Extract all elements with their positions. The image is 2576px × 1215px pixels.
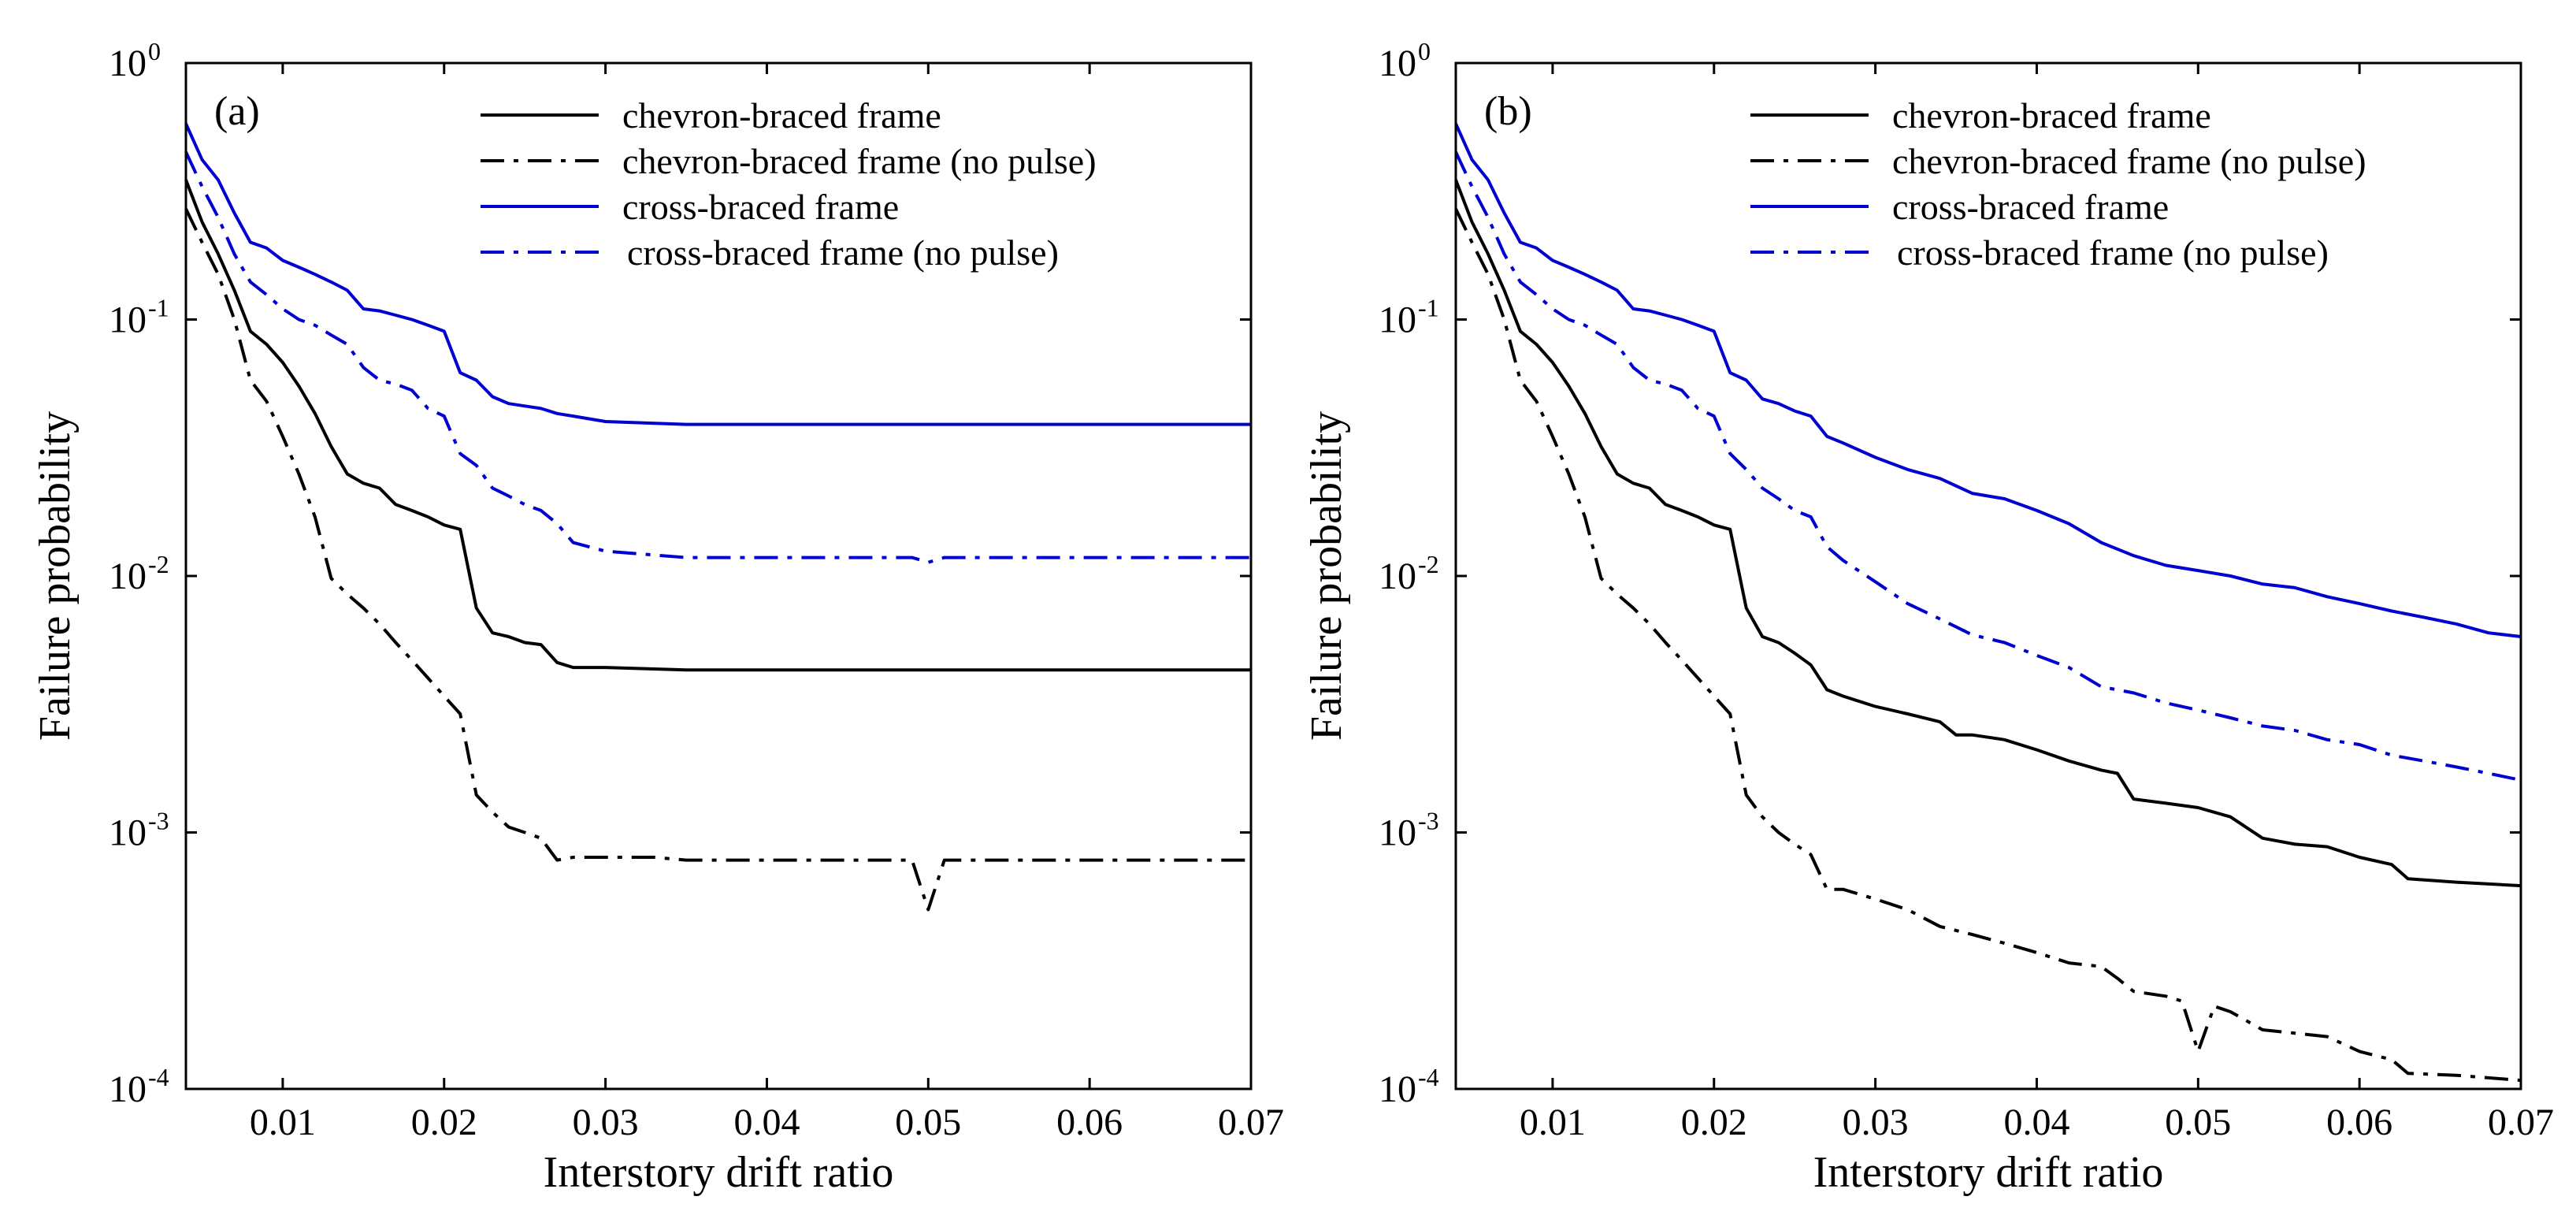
- legend-label-cross: cross-braced frame: [1892, 187, 2169, 227]
- y-tick-label: 10: [109, 43, 147, 84]
- legend-label-chevron-no-pulse: chevron-braced frame (no pulse): [622, 141, 1097, 181]
- legend-entry: chevron-braced frame: [481, 95, 941, 136]
- x-tick-label: 0.01: [250, 1102, 316, 1143]
- panel-a: 0.01 0.02 0.03 0.04 0.05 0.06 0.0710-410-310-2…: [31, 37, 1284, 1197]
- legend-label-cross: cross-braced frame: [622, 187, 899, 227]
- y-tick-exponent: -1: [148, 294, 169, 322]
- panel-label-b: (b): [1484, 89, 1532, 134]
- x-tick-label: 0.03: [573, 1102, 639, 1143]
- y-tick-exponent: 0: [1418, 37, 1431, 65]
- legend-entry: cross-braced frame (no pulse): [481, 232, 1059, 273]
- legend-label-cross-no-pulse: cross-braced frame (no pulse): [1897, 232, 2329, 273]
- y-tick-exponent: -4: [1418, 1063, 1439, 1091]
- x-tick-label: 0.05: [2165, 1102, 2231, 1143]
- legend-label-chevron: chevron-braced frame: [1892, 95, 2211, 136]
- series-line-3: [1454, 151, 2522, 782]
- legend-entry: cross-braced frame: [481, 187, 899, 227]
- x-tick-label: 0.04: [733, 1102, 800, 1143]
- series-line-1: [184, 208, 1251, 912]
- series-line-0: [184, 179, 1251, 672]
- y-tick-label: 10: [1379, 1068, 1416, 1110]
- x-axis-title-a: Interstory drift ratio: [544, 1148, 894, 1197]
- ticks-layer-a: 0.01 0.02 0.03 0.04 0.05 0.06 0.0710-410-310-2…: [109, 37, 1284, 1143]
- panel-label-a: (a): [214, 89, 260, 134]
- legend-entry: chevron-braced frame (no pulse): [481, 141, 1097, 181]
- y-axis-title-a: Failure probability: [31, 411, 80, 741]
- x-tick-label: 0.06: [1056, 1102, 1123, 1143]
- y-tick-exponent: 0: [148, 37, 161, 65]
- series-layer-b: [1454, 123, 2522, 1083]
- legend-label-chevron-no-pulse: chevron-braced frame (no pulse): [1892, 141, 2366, 181]
- y-tick-exponent: -2: [1418, 550, 1439, 578]
- legend-label-cross-no-pulse: cross-braced frame (no pulse): [627, 232, 1059, 273]
- y-tick-label: 10: [1379, 299, 1416, 341]
- x-tick-label: 0.02: [1681, 1102, 1747, 1143]
- legend-entry: cross-braced frame (no pulse): [1750, 232, 2329, 273]
- series-line-1: [1454, 208, 2522, 1083]
- plot-area-b: [1456, 63, 2521, 1089]
- y-tick-exponent: -4: [148, 1063, 169, 1091]
- series-layer-a: [184, 123, 1251, 912]
- x-tick-label: 0.06: [2326, 1102, 2392, 1143]
- series-line-2: [1454, 123, 2522, 638]
- y-tick-exponent: -1: [1418, 294, 1439, 322]
- x-axis-title-b: Interstory drift ratio: [1813, 1148, 2164, 1197]
- y-tick-exponent: -3: [1418, 807, 1439, 835]
- legend-label-chevron: chevron-braced frame: [622, 95, 941, 136]
- x-tick-label: 0.01: [1520, 1102, 1586, 1143]
- y-tick-label: 10: [1379, 555, 1416, 597]
- y-tick-exponent: -3: [148, 807, 169, 835]
- y-tick-label: 10: [1379, 812, 1416, 854]
- x-tick-label: 0.05: [895, 1102, 961, 1143]
- x-tick-label: 0.07: [2488, 1102, 2554, 1143]
- y-tick-label: 10: [109, 555, 147, 597]
- legend-b: chevron-braced frame chevron-braced fram…: [1750, 95, 2366, 273]
- x-tick-label: 0.02: [411, 1102, 477, 1143]
- legend-entry: chevron-braced frame: [1750, 95, 2211, 136]
- panel-b: 0.01 0.02 0.03 0.04 0.05 0.06 0.0710-410-310-2…: [1302, 37, 2554, 1197]
- x-tick-label: 0.03: [1843, 1102, 1909, 1143]
- series-line-0: [1454, 179, 2522, 888]
- series-line-3: [184, 151, 1251, 564]
- y-axis-title-b: Failure probability: [1302, 411, 1351, 741]
- legend-entry: cross-braced frame: [1750, 187, 2169, 227]
- plot-area-a: [186, 63, 1251, 1089]
- y-tick-label: 10: [109, 812, 147, 854]
- y-tick-label: 10: [109, 1068, 147, 1110]
- y-tick-exponent: -2: [148, 550, 169, 578]
- y-tick-label: 10: [109, 299, 147, 341]
- x-tick-label: 0.07: [1218, 1102, 1284, 1143]
- legend-a: chevron-braced frame chevron-braced fram…: [481, 95, 1097, 273]
- y-tick-label: 10: [1379, 43, 1416, 84]
- series-line-2: [184, 123, 1251, 426]
- x-tick-label: 0.04: [2003, 1102, 2069, 1143]
- ticks-layer-b: 0.01 0.02 0.03 0.04 0.05 0.06 0.0710-410-310-2…: [1379, 37, 2554, 1143]
- legend-entry: chevron-braced frame (no pulse): [1750, 141, 2366, 181]
